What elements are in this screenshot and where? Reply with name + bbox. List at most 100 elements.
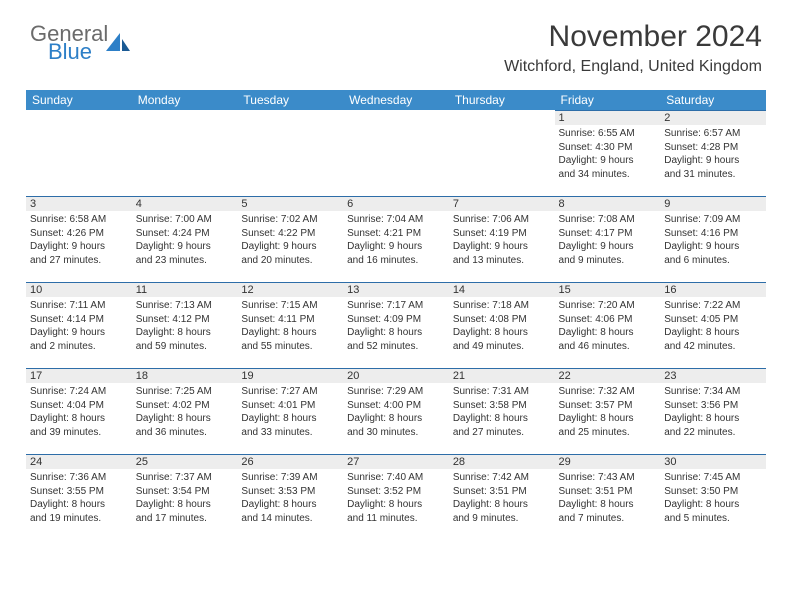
day-details: Sunrise: 7:37 AMSunset: 3:54 PMDaylight:… [132, 469, 238, 529]
day-details: Sunrise: 6:55 AMSunset: 4:30 PMDaylight:… [555, 125, 661, 185]
sunset-line: Sunset: 4:09 PM [347, 313, 445, 327]
sunset-line: Sunset: 4:22 PM [241, 227, 339, 241]
month-title: November 2024 [504, 20, 762, 54]
calendar-cell: 15Sunrise: 7:20 AMSunset: 4:06 PMDayligh… [555, 282, 661, 368]
day-header: Tuesday [237, 90, 343, 110]
sunrise-line: Sunrise: 7:17 AM [347, 299, 445, 313]
sunrise-line: Sunrise: 7:37 AM [136, 471, 234, 485]
daylight-line: Daylight: 8 hoursand 5 minutes. [664, 498, 762, 525]
daylight-line: Daylight: 9 hoursand 13 minutes. [453, 240, 551, 267]
brand-sail-icon [106, 33, 132, 55]
day-number: 17 [26, 368, 132, 383]
calendar-cell: 1Sunrise: 6:55 AMSunset: 4:30 PMDaylight… [555, 110, 661, 196]
sunset-line: Sunset: 3:54 PM [136, 485, 234, 499]
sunset-line: Sunset: 4:08 PM [453, 313, 551, 327]
sunset-line: Sunset: 4:21 PM [347, 227, 445, 241]
sunrise-line: Sunrise: 7:18 AM [453, 299, 551, 313]
daylight-line: Daylight: 9 hoursand 2 minutes. [30, 326, 128, 353]
day-number: 10 [26, 282, 132, 297]
day-number: 19 [237, 368, 343, 383]
sunrise-line: Sunrise: 7:13 AM [136, 299, 234, 313]
day-details: Sunrise: 7:20 AMSunset: 4:06 PMDaylight:… [555, 297, 661, 357]
daylight-line: Daylight: 9 hoursand 20 minutes. [241, 240, 339, 267]
day-header: Saturday [660, 90, 766, 110]
sunrise-line: Sunrise: 7:11 AM [30, 299, 128, 313]
day-number: 2 [660, 110, 766, 125]
calendar-cell: 26Sunrise: 7:39 AMSunset: 3:53 PMDayligh… [237, 454, 343, 540]
sunrise-line: Sunrise: 7:34 AM [664, 385, 762, 399]
sunrise-line: Sunrise: 7:09 AM [664, 213, 762, 227]
daylight-line: Daylight: 8 hoursand 52 minutes. [347, 326, 445, 353]
calendar-cell: 25Sunrise: 7:37 AMSunset: 3:54 PMDayligh… [132, 454, 238, 540]
sunset-line: Sunset: 3:53 PM [241, 485, 339, 499]
sunset-line: Sunset: 4:02 PM [136, 399, 234, 413]
sunset-line: Sunset: 4:24 PM [136, 227, 234, 241]
calendar-cell: 17Sunrise: 7:24 AMSunset: 4:04 PMDayligh… [26, 368, 132, 454]
calendar-cell: 28Sunrise: 7:42 AMSunset: 3:51 PMDayligh… [449, 454, 555, 540]
sunset-line: Sunset: 4:12 PM [136, 313, 234, 327]
day-details: Sunrise: 7:32 AMSunset: 3:57 PMDaylight:… [555, 383, 661, 443]
day-number: 1 [555, 110, 661, 125]
brand-logo: General Blue [30, 20, 132, 62]
sunrise-line: Sunrise: 7:29 AM [347, 385, 445, 399]
calendar-table: Sunday Monday Tuesday Wednesday Thursday… [26, 90, 766, 540]
day-details: Sunrise: 7:40 AMSunset: 3:52 PMDaylight:… [343, 469, 449, 529]
calendar-row: 10Sunrise: 7:11 AMSunset: 4:14 PMDayligh… [26, 282, 766, 368]
day-number: 14 [449, 282, 555, 297]
calendar-cell: 12Sunrise: 7:15 AMSunset: 4:11 PMDayligh… [237, 282, 343, 368]
sunset-line: Sunset: 3:50 PM [664, 485, 762, 499]
calendar-cell: 4Sunrise: 7:00 AMSunset: 4:24 PMDaylight… [132, 196, 238, 282]
brand-word-2: Blue [30, 42, 108, 62]
daylight-line: Daylight: 8 hoursand 27 minutes. [453, 412, 551, 439]
day-details: Sunrise: 7:02 AMSunset: 4:22 PMDaylight:… [237, 211, 343, 271]
sunset-line: Sunset: 4:17 PM [559, 227, 657, 241]
calendar-cell: 20Sunrise: 7:29 AMSunset: 4:00 PMDayligh… [343, 368, 449, 454]
day-details: Sunrise: 7:22 AMSunset: 4:05 PMDaylight:… [660, 297, 766, 357]
calendar-cell: 22Sunrise: 7:32 AMSunset: 3:57 PMDayligh… [555, 368, 661, 454]
calendar-row: 1Sunrise: 6:55 AMSunset: 4:30 PMDaylight… [26, 110, 766, 196]
day-details: Sunrise: 7:45 AMSunset: 3:50 PMDaylight:… [660, 469, 766, 529]
day-details: Sunrise: 7:39 AMSunset: 3:53 PMDaylight:… [237, 469, 343, 529]
day-number: 16 [660, 282, 766, 297]
day-details: Sunrise: 7:15 AMSunset: 4:11 PMDaylight:… [237, 297, 343, 357]
day-number: 9 [660, 196, 766, 211]
sunset-line: Sunset: 3:52 PM [347, 485, 445, 499]
sunset-line: Sunset: 4:30 PM [559, 141, 657, 155]
day-details: Sunrise: 7:25 AMSunset: 4:02 PMDaylight:… [132, 383, 238, 443]
day-number: 25 [132, 454, 238, 469]
daylight-line: Daylight: 9 hoursand 6 minutes. [664, 240, 762, 267]
daylight-line: Daylight: 9 hoursand 9 minutes. [559, 240, 657, 267]
sunset-line: Sunset: 4:11 PM [241, 313, 339, 327]
day-header-row: Sunday Monday Tuesday Wednesday Thursday… [26, 90, 766, 110]
calendar-cell: 8Sunrise: 7:08 AMSunset: 4:17 PMDaylight… [555, 196, 661, 282]
day-header: Thursday [449, 90, 555, 110]
day-details: Sunrise: 7:13 AMSunset: 4:12 PMDaylight:… [132, 297, 238, 357]
daylight-line: Daylight: 8 hoursand 59 minutes. [136, 326, 234, 353]
day-number: 28 [449, 454, 555, 469]
sunrise-line: Sunrise: 6:55 AM [559, 127, 657, 141]
day-number: 24 [26, 454, 132, 469]
sunset-line: Sunset: 4:16 PM [664, 227, 762, 241]
sunrise-line: Sunrise: 7:39 AM [241, 471, 339, 485]
day-details: Sunrise: 7:34 AMSunset: 3:56 PMDaylight:… [660, 383, 766, 443]
sunset-line: Sunset: 4:00 PM [347, 399, 445, 413]
day-number: 18 [132, 368, 238, 383]
day-details: Sunrise: 7:36 AMSunset: 3:55 PMDaylight:… [26, 469, 132, 529]
daylight-line: Daylight: 8 hoursand 39 minutes. [30, 412, 128, 439]
calendar-cell: 10Sunrise: 7:11 AMSunset: 4:14 PMDayligh… [26, 282, 132, 368]
sunrise-line: Sunrise: 7:25 AM [136, 385, 234, 399]
calendar-cell: 21Sunrise: 7:31 AMSunset: 3:58 PMDayligh… [449, 368, 555, 454]
day-details: Sunrise: 7:00 AMSunset: 4:24 PMDaylight:… [132, 211, 238, 271]
sunset-line: Sunset: 3:58 PM [453, 399, 551, 413]
day-number: 30 [660, 454, 766, 469]
sunrise-line: Sunrise: 7:27 AM [241, 385, 339, 399]
sunrise-line: Sunrise: 7:22 AM [664, 299, 762, 313]
calendar-cell: 6Sunrise: 7:04 AMSunset: 4:21 PMDaylight… [343, 196, 449, 282]
calendar-cell: 23Sunrise: 7:34 AMSunset: 3:56 PMDayligh… [660, 368, 766, 454]
calendar-row: 24Sunrise: 7:36 AMSunset: 3:55 PMDayligh… [26, 454, 766, 540]
day-number: 12 [237, 282, 343, 297]
sunset-line: Sunset: 4:01 PM [241, 399, 339, 413]
day-details: Sunrise: 7:31 AMSunset: 3:58 PMDaylight:… [449, 383, 555, 443]
daylight-line: Daylight: 9 hoursand 23 minutes. [136, 240, 234, 267]
daylight-line: Daylight: 8 hoursand 11 minutes. [347, 498, 445, 525]
